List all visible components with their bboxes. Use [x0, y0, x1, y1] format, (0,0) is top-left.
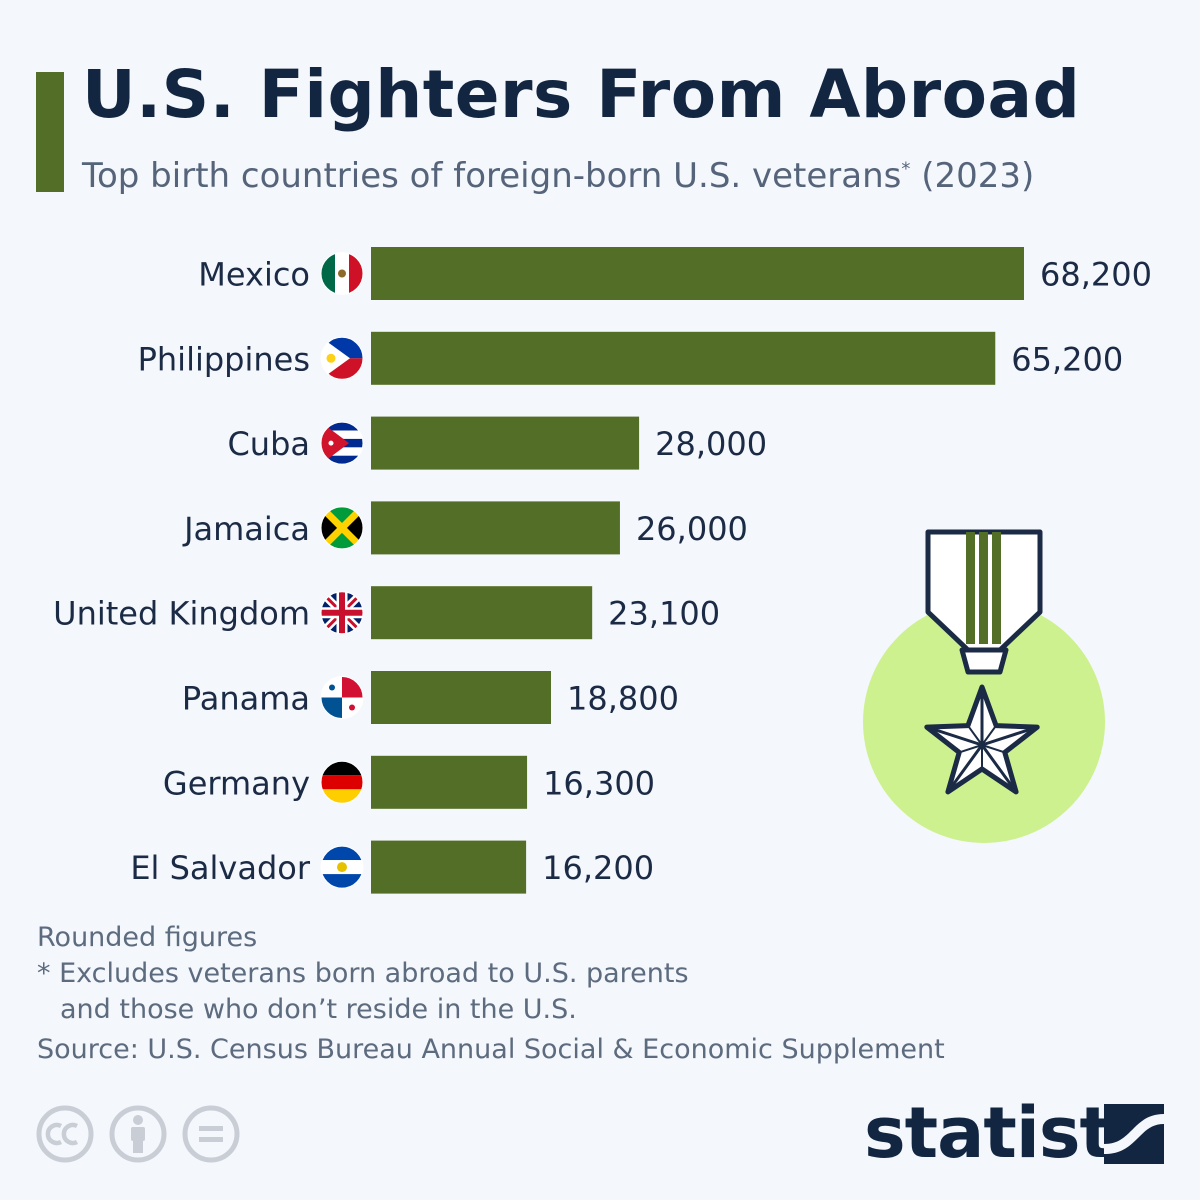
category-label: Jamaica [182, 510, 310, 548]
subtitle-footnote-mark: * [901, 158, 911, 180]
bar-panama [371, 671, 552, 724]
military-medal-icon [863, 529, 1105, 843]
medal-clasp [959, 647, 1009, 675]
category-label: Germany [163, 764, 310, 802]
ribbon-stripe-left [966, 532, 975, 644]
bar-germany [371, 755, 528, 809]
page-title: U.S. Fighters From Abroad [82, 56, 1081, 133]
note-footnote-continued: and those who don’t reside in the U.S. [60, 994, 577, 1025]
cuba-flag-icon [320, 421, 364, 465]
value-label: 23,100 [608, 595, 720, 633]
note-footnote: * Excludes veterans born abroad to U.S. … [37, 958, 689, 989]
category-label: United Kingdom [53, 595, 310, 633]
title-accent-bar [36, 72, 64, 192]
category-label: Mexico [198, 256, 310, 294]
no-derivatives-icon[interactable] [182, 1105, 240, 1163]
bar-cuba [371, 416, 640, 470]
philippines-flag-icon [320, 336, 364, 380]
bar-jamaica [371, 501, 620, 555]
el-salvador-flag-icon [320, 845, 364, 889]
source-note: Source: U.S. Census Bureau Annual Social… [37, 1034, 945, 1065]
bar-united-kingdom [371, 586, 593, 640]
category-label: Cuba [227, 425, 310, 463]
jamaica-flag-icon [320, 506, 364, 550]
note-rounded: Rounded figures [37, 922, 258, 953]
category-label: El Salvador [130, 849, 311, 887]
chart-notes: Rounded figures * Excludes veterans born… [37, 920, 689, 1028]
page-subtitle: Top birth countries of foreign-born U.S.… [82, 156, 1034, 196]
germany-flag-icon [320, 760, 364, 804]
ribbon-stripe-right [992, 532, 1001, 644]
value-label: 28,000 [655, 425, 767, 463]
bar-philippines [371, 331, 996, 385]
value-label: 65,200 [1011, 340, 1123, 378]
panama-flag-icon [320, 676, 364, 719]
value-label: 26,000 [636, 510, 748, 548]
value-label: 18,800 [567, 680, 679, 718]
medal-star [924, 684, 1040, 795]
value-label: 16,300 [543, 764, 655, 802]
value-label: 68,200 [1040, 256, 1152, 294]
bar-mexico [371, 247, 1024, 300]
mexico-flag-icon [320, 252, 364, 295]
subtitle-text: Top birth countries of foreign-born U.S.… [82, 156, 902, 196]
category-label: Philippines [138, 340, 310, 378]
united-kingdom-flag-icon [320, 591, 364, 635]
category-label: Panama [182, 680, 310, 718]
ribbon-stripe-middle [979, 532, 988, 644]
value-label: 16,200 [542, 849, 654, 887]
subtitle-year: (2023) [910, 156, 1035, 196]
attribution-icon[interactable] [109, 1105, 167, 1163]
bar-el-salvador [371, 840, 527, 894]
license-icons [36, 1105, 240, 1163]
statista-logo-icon [1104, 1104, 1164, 1164]
cc-icon[interactable] [36, 1105, 94, 1163]
